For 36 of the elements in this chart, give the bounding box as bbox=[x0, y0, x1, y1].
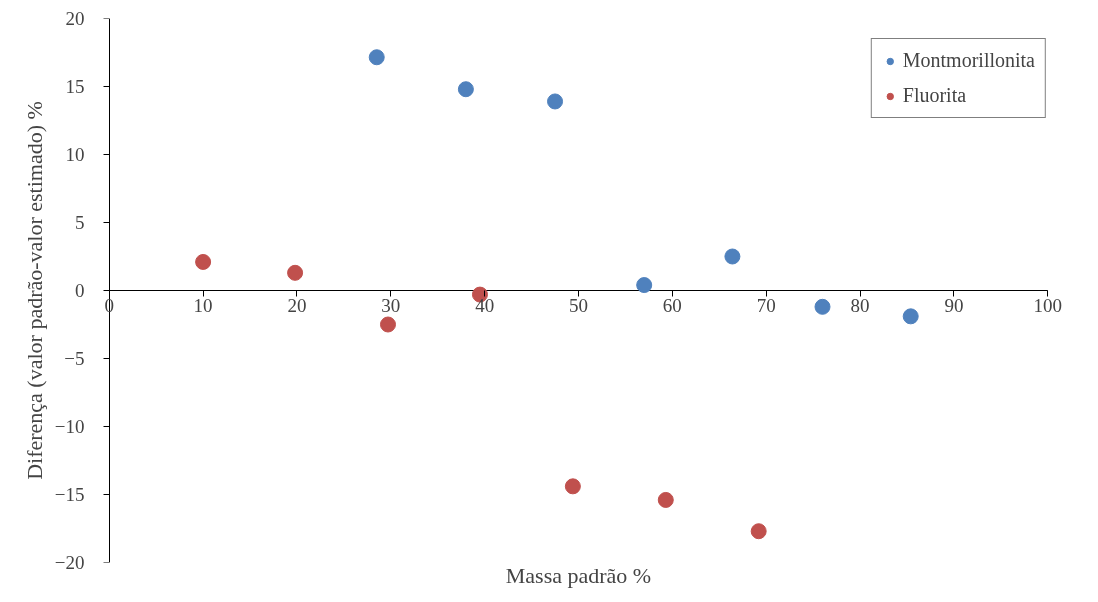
point bbox=[902, 308, 919, 325]
x-tick-label: 40 bbox=[475, 294, 495, 316]
x-tick-label: 20 bbox=[287, 294, 307, 316]
point bbox=[287, 264, 304, 281]
y-tick-label: 10 bbox=[65, 144, 85, 165]
x-tick-label: 70 bbox=[756, 294, 776, 316]
x-tick-label: 10 bbox=[193, 294, 213, 316]
y-tick-label: −5 bbox=[64, 348, 85, 369]
x-axis-title: Massa padrão % bbox=[505, 562, 652, 588]
y-tick-label: −20 bbox=[54, 552, 85, 573]
point bbox=[547, 93, 564, 110]
x-tick-label: 60 bbox=[662, 294, 682, 316]
x-tick-label: 100 bbox=[1033, 294, 1062, 316]
point bbox=[750, 523, 767, 540]
point bbox=[564, 478, 581, 495]
point bbox=[636, 277, 653, 294]
y-tick-label: 15 bbox=[65, 76, 85, 97]
y-axis-title: Diferença (valor padrão-valor estimado) % bbox=[21, 101, 47, 480]
legend-label: Montmorillonita bbox=[902, 49, 1035, 72]
x-tick-label: 90 bbox=[944, 294, 964, 316]
point bbox=[368, 49, 385, 66]
point bbox=[657, 491, 674, 508]
y-tick-label: 0 bbox=[75, 280, 85, 301]
y-tick-label: 5 bbox=[75, 212, 85, 233]
point bbox=[379, 316, 396, 333]
x-tick-label: 80 bbox=[850, 294, 870, 316]
y-tick-label: 20 bbox=[65, 8, 85, 29]
legend-label: Fluorita bbox=[902, 84, 967, 107]
point bbox=[724, 248, 741, 265]
point bbox=[195, 253, 212, 270]
y-tick-label: −10 bbox=[54, 416, 85, 437]
y-tick-label: −15 bbox=[54, 484, 85, 505]
point bbox=[814, 298, 831, 315]
x-tick-label: 50 bbox=[569, 294, 588, 316]
x-tick-label: 30 bbox=[381, 294, 401, 316]
point bbox=[457, 81, 474, 98]
